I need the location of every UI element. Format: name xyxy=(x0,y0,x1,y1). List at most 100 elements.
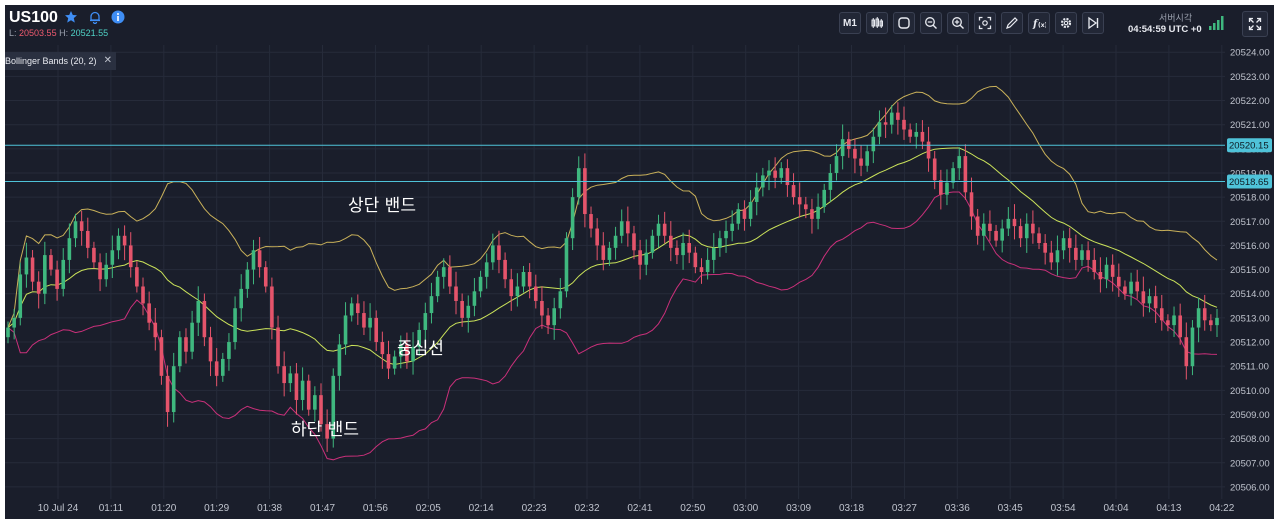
candle-body xyxy=(12,317,16,328)
fit-icon xyxy=(978,16,992,30)
candle-body xyxy=(804,204,808,210)
candle-body xyxy=(122,235,127,246)
scroll-to-end-button[interactable] xyxy=(1082,12,1104,34)
candle-body xyxy=(914,131,919,137)
fx-icon: f(x) xyxy=(1032,19,1046,30)
y-tick-label: 20524.00 xyxy=(1230,48,1270,59)
candle-body xyxy=(748,201,753,219)
candle-body xyxy=(975,216,980,236)
lower-band-annotation: 하단 밴드 xyxy=(291,420,359,440)
pencil-icon xyxy=(1006,17,1018,29)
candle-body xyxy=(699,267,704,272)
candle-body xyxy=(214,361,219,376)
candlestick-chart[interactable]: 10 Jul 24 01:11 01:20 01:29 01:38 01:47 01:56 0… xyxy=(5,5,1274,519)
zoom-out-icon xyxy=(925,17,937,29)
candle-body xyxy=(1166,320,1170,326)
candle-body xyxy=(822,189,827,207)
candle-body xyxy=(319,395,323,425)
candle-body xyxy=(171,366,176,413)
middle-band-annotation: 중심선 xyxy=(397,339,444,359)
candle-body xyxy=(1018,226,1023,239)
candle-body xyxy=(920,131,925,142)
candle-body xyxy=(981,223,986,236)
candle-body xyxy=(773,170,777,178)
y-tick-label: 20516.00 xyxy=(1230,241,1270,252)
zoom-in-button[interactable] xyxy=(947,12,969,34)
fullscreen-button[interactable] xyxy=(1242,11,1268,37)
candle-body xyxy=(1110,264,1115,277)
candle-body xyxy=(67,238,72,260)
candle-body xyxy=(994,230,998,241)
candle-body xyxy=(159,337,164,376)
candle-body xyxy=(380,342,385,355)
bell-icon[interactable] xyxy=(88,10,102,25)
candle-body xyxy=(939,180,943,195)
info-icon[interactable] xyxy=(111,10,125,24)
candle-body xyxy=(165,375,170,413)
candle-body xyxy=(1184,337,1189,367)
candle-body xyxy=(613,235,618,248)
star-icon[interactable] xyxy=(64,10,78,24)
shape-icon xyxy=(898,17,910,29)
candle-body xyxy=(540,300,544,316)
zoom-out-button[interactable] xyxy=(920,12,942,34)
candle-body xyxy=(1215,317,1219,326)
candle-body xyxy=(607,247,612,260)
indicators-button[interactable]: f(x) xyxy=(1028,12,1050,34)
candle-body xyxy=(742,209,747,219)
timeframe-button[interactable]: M1 xyxy=(839,12,861,34)
candle-body xyxy=(429,296,434,314)
gear-icon xyxy=(1060,17,1072,29)
candle-body xyxy=(650,235,655,253)
indicator-tag[interactable]: Bollinger Bands (20, 2) ✕ xyxy=(5,52,116,70)
y-tick-label: 20506.00 xyxy=(1230,482,1270,493)
candle-body xyxy=(1123,286,1127,294)
candle-body xyxy=(871,136,876,152)
candle-body xyxy=(859,158,863,166)
candle-body xyxy=(227,342,231,359)
price-line-badge xyxy=(1227,174,1272,189)
close-icon[interactable]: ✕ xyxy=(103,55,112,66)
candle-body xyxy=(36,281,41,294)
candle-body xyxy=(564,238,569,292)
upper-band-line xyxy=(7,85,1218,328)
symbol-name: US100 xyxy=(9,9,58,26)
candles-button[interactable] xyxy=(866,12,888,34)
candle-body xyxy=(18,274,23,318)
x-tick-label: 03:54 xyxy=(1051,503,1076,514)
candle-body xyxy=(1037,233,1041,244)
y-tick-label: 20510.00 xyxy=(1230,386,1270,397)
fit-button[interactable] xyxy=(974,12,996,34)
candle-body xyxy=(675,247,679,256)
candle-body xyxy=(392,356,397,369)
candle-body xyxy=(883,122,888,125)
signal-icon xyxy=(1208,16,1224,30)
candle-body xyxy=(448,267,452,287)
settings-button[interactable] xyxy=(1055,12,1077,34)
candle-body xyxy=(349,303,354,316)
shape-button[interactable] xyxy=(893,12,915,34)
candle-body xyxy=(1172,315,1176,326)
y-tick-label: 20508.00 xyxy=(1230,434,1270,445)
candle-body xyxy=(190,322,194,352)
candle-body xyxy=(454,286,458,301)
candle-body xyxy=(110,250,115,265)
x-tick-label: 04:04 xyxy=(1103,503,1128,514)
low-value: 20503.55 xyxy=(19,28,57,38)
candle-body xyxy=(220,358,225,376)
lower-band-line xyxy=(7,191,1218,461)
candle-body xyxy=(1031,223,1035,234)
candle-body xyxy=(79,221,84,231)
candle-body xyxy=(1209,320,1213,326)
draw-button[interactable] xyxy=(1001,12,1023,34)
candle-body xyxy=(1055,250,1060,263)
candle-body xyxy=(902,119,906,130)
x-tick-label: 03:18 xyxy=(839,503,864,514)
x-tick-label: 02:32 xyxy=(574,503,599,514)
candle-body xyxy=(767,170,771,176)
candle-body xyxy=(49,255,53,270)
candle-body xyxy=(889,112,894,125)
candle-body xyxy=(202,300,207,338)
y-tick-label: 20522.00 xyxy=(1230,96,1270,107)
x-tick-label: 04:13 xyxy=(1156,503,1181,514)
